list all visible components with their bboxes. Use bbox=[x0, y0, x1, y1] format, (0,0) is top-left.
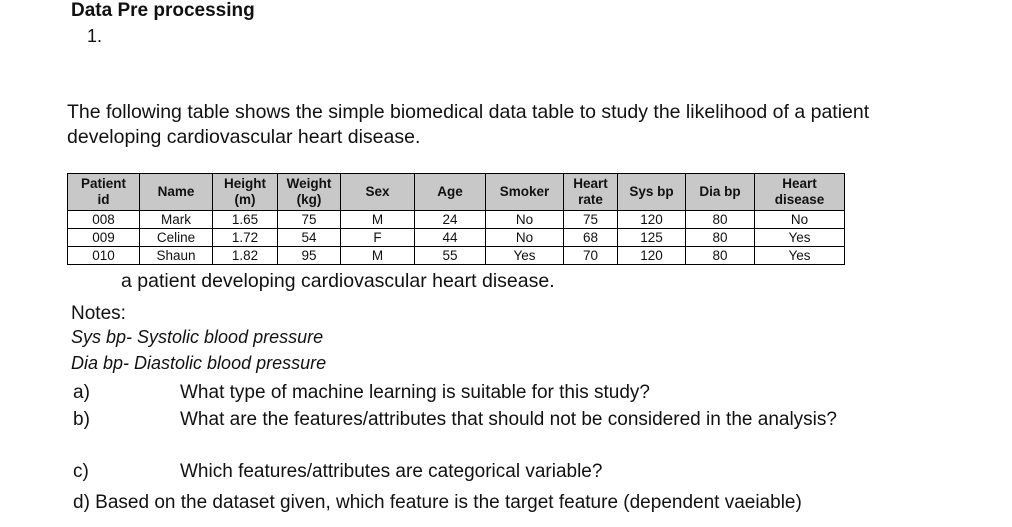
table-cell: 009 bbox=[67, 228, 140, 247]
intro-paragraph: The following table shows the simple bio… bbox=[67, 101, 870, 148]
column-header-text: rate bbox=[578, 192, 603, 207]
table-cell: M bbox=[340, 210, 415, 229]
column-header: Smoker bbox=[485, 173, 564, 211]
column-header-text: Weight bbox=[286, 176, 332, 191]
column-header-text: Name bbox=[157, 184, 195, 199]
column-header: Patient id bbox=[67, 173, 140, 211]
column-header: Height (m) bbox=[212, 173, 278, 211]
table-cell: Shaun bbox=[139, 246, 213, 265]
table-cell: Celine bbox=[139, 228, 213, 247]
table-cell: 80 bbox=[685, 210, 755, 229]
table-cell: 125 bbox=[617, 228, 686, 247]
question-c-label: c) bbox=[73, 461, 89, 482]
table-cell: Yes bbox=[485, 246, 564, 265]
biomedical-data-table: Patient id Name Height (m) Weight (kg) Sex Age Sm… bbox=[67, 173, 845, 265]
column-header: Heart rate bbox=[563, 173, 618, 211]
table-cell: No bbox=[485, 228, 564, 247]
table-cell: M bbox=[340, 246, 415, 265]
table-cell: Yes bbox=[754, 228, 845, 247]
table-cell: 120 bbox=[617, 246, 686, 265]
question-c-text: Which features/attributes are categorica… bbox=[180, 461, 603, 482]
column-header-text: Heart bbox=[782, 176, 817, 191]
table-cell: 95 bbox=[277, 246, 341, 265]
question-number: 1. bbox=[87, 26, 103, 46]
table-cell: 010 bbox=[67, 246, 140, 265]
table-cell: 68 bbox=[563, 228, 618, 247]
table-cell: 75 bbox=[277, 210, 341, 229]
page-title: Data Pre processing bbox=[71, 0, 255, 21]
table-cell: 55 bbox=[414, 246, 486, 265]
table-cell: 80 bbox=[685, 228, 755, 247]
column-header: Sex bbox=[340, 173, 415, 211]
question-d-text: d) Based on the dataset given, which fea… bbox=[73, 492, 802, 513]
column-header-text: (m) bbox=[234, 192, 256, 207]
table-cell: 008 bbox=[67, 210, 140, 229]
notes-heading: Notes: bbox=[71, 303, 126, 324]
column-header-text: Heart bbox=[573, 176, 608, 191]
table-cell: Mark bbox=[139, 210, 213, 229]
column-header: Name bbox=[139, 173, 213, 211]
table-cell: 1.82 bbox=[212, 246, 278, 265]
question-b-label: b) bbox=[73, 409, 90, 430]
question-a-label: a) bbox=[73, 382, 90, 403]
table-cell: 1.72 bbox=[212, 228, 278, 247]
table-row: 008 Mark 1.65 75 M 24 No 75 120 80 No bbox=[67, 210, 845, 229]
table-cell: 44 bbox=[414, 228, 486, 247]
column-header: Dia bp bbox=[685, 173, 755, 211]
table-cell: 54 bbox=[277, 228, 341, 247]
column-header: Heart disease bbox=[754, 173, 845, 211]
table-row: 010 Shaun 1.82 95 M 55 Yes 70 120 80 Yes bbox=[67, 246, 845, 265]
table-cell: 75 bbox=[563, 210, 618, 229]
table-cell: Yes bbox=[754, 246, 845, 265]
table-cell: 80 bbox=[685, 246, 755, 265]
column-header-text: Sex bbox=[365, 184, 390, 199]
column-header: Age bbox=[414, 173, 486, 211]
column-header-text: disease bbox=[774, 192, 825, 207]
column-header-text: (kg) bbox=[296, 192, 322, 207]
column-header-text: Age bbox=[437, 184, 463, 199]
column-header-text: Dia bp bbox=[699, 184, 741, 199]
table-header-row: Patient id Name Height (m) Weight (kg) Sex Age Sm… bbox=[67, 173, 845, 211]
table-caption: a patient developing cardiovascular hear… bbox=[121, 270, 555, 292]
table-cell: F bbox=[340, 228, 415, 247]
column-header: Sys bp bbox=[617, 173, 686, 211]
table-cell: 120 bbox=[617, 210, 686, 229]
column-header-text: Sys bp bbox=[629, 184, 674, 199]
note-dia-bp: Dia bp- Diastolic blood pressure bbox=[71, 353, 327, 373]
column-header-text: Height bbox=[224, 176, 266, 191]
column-header-text: Smoker bbox=[499, 184, 550, 199]
column-header-text: id bbox=[97, 192, 110, 207]
question-b-text: What are the features/attributes that sh… bbox=[180, 409, 837, 430]
note-sys-bp: Sys bp- Systolic blood pressure bbox=[71, 327, 324, 347]
table-cell: No bbox=[485, 210, 564, 229]
table-cell: 24 bbox=[414, 210, 486, 229]
table-cell: 1.65 bbox=[212, 210, 278, 229]
column-header: Weight (kg) bbox=[277, 173, 341, 211]
table-body: 008 Mark 1.65 75 M 24 No 75 120 80 No 009 Celine 1.72… bbox=[67, 210, 845, 265]
column-header-text: Patient bbox=[80, 176, 126, 191]
table-row: 009 Celine 1.72 54 F 44 No 68 125 80 Yes bbox=[67, 228, 845, 247]
table-cell: 70 bbox=[563, 246, 618, 265]
table-cell: No bbox=[754, 210, 845, 229]
question-a-text: What type of machine learning is suitabl… bbox=[180, 382, 650, 403]
